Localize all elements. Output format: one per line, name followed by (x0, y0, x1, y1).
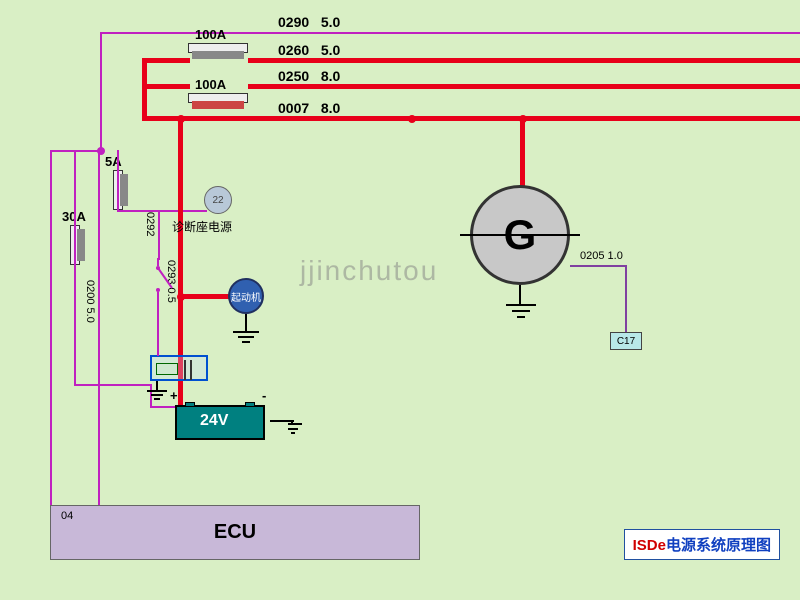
fuse-5a-label: 5A (105, 154, 122, 169)
batt-gnd (288, 420, 308, 436)
wire-mag-30a-bot (74, 384, 151, 386)
wire-mag-top (50, 150, 102, 152)
fuse-100a-2-body (192, 101, 244, 109)
node-red-starter (177, 293, 185, 301)
switch-0293 (152, 258, 182, 298)
wire-0200 (98, 150, 100, 505)
gen-gnd-wire (519, 285, 521, 305)
wire-0205-v (625, 265, 627, 333)
fuse-100a-2-label: 100A (195, 77, 226, 92)
fuse-5a-body (120, 174, 128, 206)
title-suffix: 电源系统原理图 (666, 537, 771, 554)
label-0200: 0200 5.0 (84, 280, 96, 323)
relay-gnd (147, 389, 167, 401)
title-prefix: ISDe (633, 537, 666, 554)
wire-0250 (248, 84, 800, 89)
diagram-canvas: 0290 5.0 0260 5.0 0250 8.0 0007 8.0 100A… (0, 0, 800, 600)
fuse-100a-1-body (192, 51, 244, 59)
diag-num: 22 (212, 195, 223, 206)
wire-0260-seg (142, 58, 190, 63)
connector-c17: C17 (610, 332, 642, 350)
starter-label: 起动机 (231, 289, 261, 304)
battery-plus: + (170, 388, 178, 403)
diag-label: 诊断座电源 (172, 218, 232, 235)
wire-0007 (142, 116, 800, 121)
wire-0292-down (158, 210, 160, 260)
ecu-num: 04 (61, 510, 73, 522)
watermark: jjinchutou (300, 255, 438, 287)
ecu-block: ECU 04 (50, 505, 420, 560)
wire-mag-30a (74, 150, 76, 384)
wire-gen-h (460, 234, 580, 236)
battery-label: 24V (200, 412, 228, 430)
ecu-label: ECU (214, 521, 256, 544)
starter-gnd (233, 330, 259, 346)
wire-0205 (570, 265, 625, 267)
fuse-100a-1-label: 100A (195, 27, 226, 42)
label-0292: 0292 (144, 212, 156, 236)
wire-mag-5a (117, 150, 119, 212)
battery-minus: - (262, 388, 266, 403)
wire-0250-seg (142, 84, 190, 89)
label-0250: 0250 8.0 (278, 68, 340, 84)
starter-circle: 起动机 (228, 278, 264, 314)
fuse-30a-body (77, 229, 85, 261)
title-box: ISDe电源系统原理图 (624, 529, 780, 560)
relay (150, 355, 208, 381)
wire-red-starter (178, 294, 233, 299)
wire-mag-left (50, 150, 52, 505)
label-0205: 0205 1.0 (580, 250, 623, 262)
gen-gnd (506, 303, 536, 321)
wire-gen-v (520, 116, 525, 188)
label-0007: 0007 8.0 (278, 100, 340, 116)
wire-0290-down (100, 32, 102, 150)
node-red-3 (519, 115, 527, 123)
wire-power-vert (142, 58, 147, 120)
label-0260: 0260 5.0 (278, 42, 340, 58)
diag-circle: 22 (204, 186, 232, 214)
wire-0293-down (157, 296, 159, 356)
node-red-2 (408, 115, 416, 123)
label-0290: 0290 5.0 (278, 14, 340, 30)
wire-0260 (248, 58, 800, 63)
node-red-1 (177, 115, 185, 123)
wire-5a-to-diag (117, 210, 207, 212)
